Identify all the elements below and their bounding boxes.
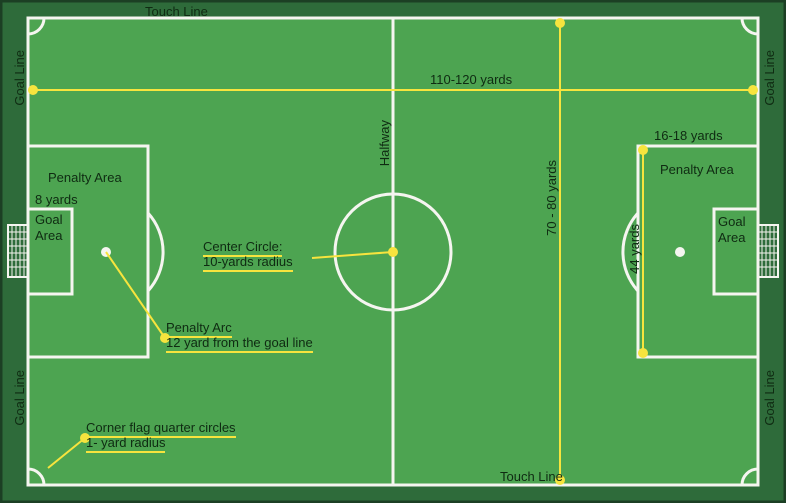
right-44-yards: 44 yards <box>627 224 642 274</box>
right-goal-area-l1: Goal <box>718 214 745 229</box>
left-8-yards: 8 yards <box>35 192 78 207</box>
center-circle-callout: Center Circle: 10-yards radius <box>203 239 293 269</box>
right-16-18-yards: 16-18 yards <box>654 128 723 143</box>
right-goal-area-l2: Area <box>718 230 745 245</box>
football-field-diagram: Touch Line Touch Line Goal Line Goal Lin… <box>0 0 786 503</box>
center-circle-l2: 10-yards radius <box>203 254 293 272</box>
corner-callout: Corner flag quarter circles 1- yard radi… <box>86 420 236 450</box>
left-penalty-area: Penalty Area <box>48 170 122 185</box>
goal-line-top-left: Goal Line <box>12 50 27 106</box>
penalty-arc-l2: 12 yard from the goal line <box>166 335 313 353</box>
right-penalty-area: Penalty Area <box>660 162 734 177</box>
goal-line-top-right: Goal Line <box>762 50 777 106</box>
width-dimension: 110-120 yards <box>430 72 512 87</box>
touch-line-top: Touch Line <box>145 4 208 19</box>
halfway-label: Halfway <box>377 120 392 166</box>
goal-line-bottom-right: Goal Line <box>762 370 777 426</box>
penalty-arc-callout: Penalty Arc 12 yard from the goal line <box>166 320 313 350</box>
touch-line-bottom: Touch Line <box>500 469 563 484</box>
left-goal-area-l1: Goal <box>35 212 62 227</box>
corner-l2: 1- yard radius <box>86 435 165 453</box>
goal-line-bottom-left: Goal Line <box>12 370 27 426</box>
left-goal-area-l2: Area <box>35 228 62 243</box>
height-dimension: 70 - 80 yards <box>544 160 559 236</box>
